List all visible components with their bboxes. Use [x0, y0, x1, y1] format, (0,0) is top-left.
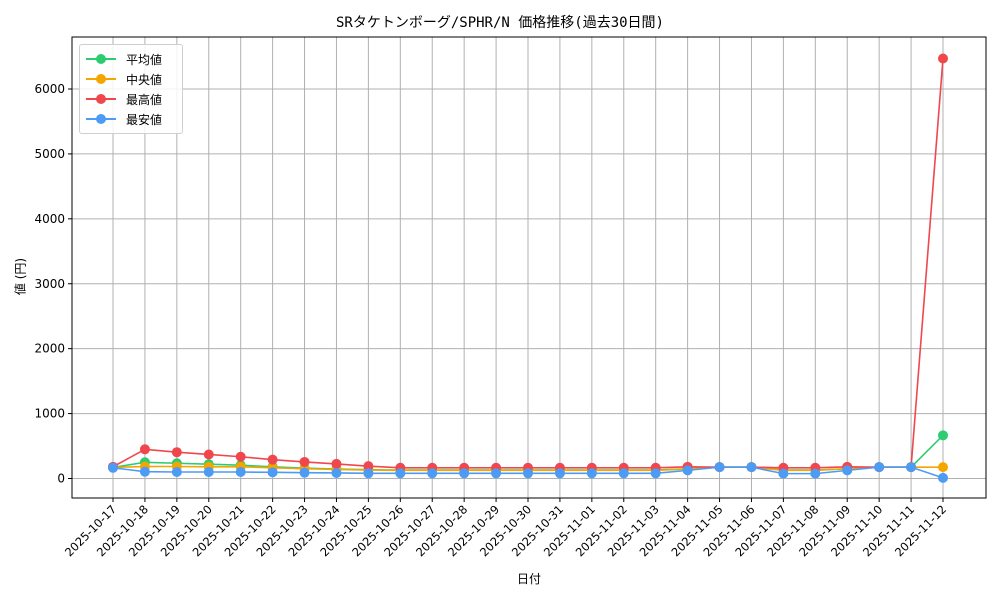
x-axis-label: 日付 — [516, 572, 541, 586]
x-axis-ticks: 2025-10-172025-10-182025-10-192025-10-20… — [62, 498, 949, 559]
data-point — [267, 454, 278, 465]
y-tick-label: 1000 — [34, 407, 65, 421]
y-axis-label: 値 (円) — [13, 257, 28, 296]
legend-item-max: 最高値 — [86, 89, 176, 109]
legend-marker-icon — [86, 53, 116, 65]
data-point — [171, 467, 182, 478]
data-point — [139, 444, 150, 455]
data-point — [778, 468, 789, 479]
data-point — [491, 468, 502, 479]
legend-label: 中央値 — [126, 72, 163, 87]
data-point — [459, 468, 470, 479]
legend-item-median: 中央値 — [86, 69, 176, 89]
data-series — [108, 53, 948, 483]
data-point — [714, 462, 725, 473]
data-point — [842, 465, 853, 476]
data-point — [554, 468, 565, 479]
data-point — [108, 462, 118, 473]
legend-marker-icon — [86, 93, 116, 105]
data-point — [906, 462, 917, 473]
data-point — [299, 456, 310, 467]
data-point — [586, 468, 597, 479]
data-point — [331, 458, 342, 469]
y-tick-label: 0 — [57, 472, 65, 486]
data-point — [395, 468, 406, 479]
data-point — [810, 468, 821, 479]
legend-item-mean: 平均値 — [86, 49, 176, 69]
y-axis-ticks: 0 1000 2000 3000 4000 5000 6000 — [34, 82, 72, 486]
data-point — [938, 462, 948, 473]
data-point — [203, 449, 214, 460]
data-point — [267, 467, 278, 478]
legend-marker-icon — [86, 73, 116, 85]
grid-lines — [72, 37, 986, 498]
series-line — [108, 462, 948, 483]
legend-label: 最安値 — [126, 112, 163, 127]
y-tick-label: 3000 — [34, 277, 65, 291]
data-point — [203, 467, 214, 478]
data-point — [618, 468, 629, 479]
data-point — [235, 451, 246, 462]
data-point — [874, 462, 885, 473]
legend-label: 平均値 — [126, 52, 163, 67]
plot-frame — [71, 36, 987, 499]
y-tick-label: 2000 — [34, 342, 65, 356]
chart-title: SRタケトンボーグ/SPHR/N 価格推移(過去30日間) — [335, 15, 664, 31]
data-point — [363, 461, 374, 472]
data-point — [938, 53, 948, 64]
data-point — [427, 468, 438, 479]
y-tick-label: 4000 — [34, 212, 65, 226]
data-point — [139, 466, 150, 477]
data-point — [682, 465, 693, 476]
data-point — [938, 472, 948, 483]
data-point — [363, 468, 374, 479]
y-tick-label: 5000 — [34, 147, 65, 161]
data-point — [650, 468, 661, 479]
legend: 平均値 中央値 最高値 最安値 — [79, 44, 183, 134]
legend-label: 最高値 — [126, 92, 163, 107]
data-point — [171, 447, 182, 458]
data-point — [746, 462, 757, 473]
legend-marker-icon — [86, 113, 116, 125]
data-point — [235, 467, 246, 478]
data-point — [523, 468, 533, 479]
data-point — [331, 467, 342, 478]
data-point — [299, 467, 310, 478]
data-point — [938, 430, 948, 441]
y-tick-label: 6000 — [34, 82, 65, 96]
legend-item-min: 最安値 — [86, 109, 176, 129]
